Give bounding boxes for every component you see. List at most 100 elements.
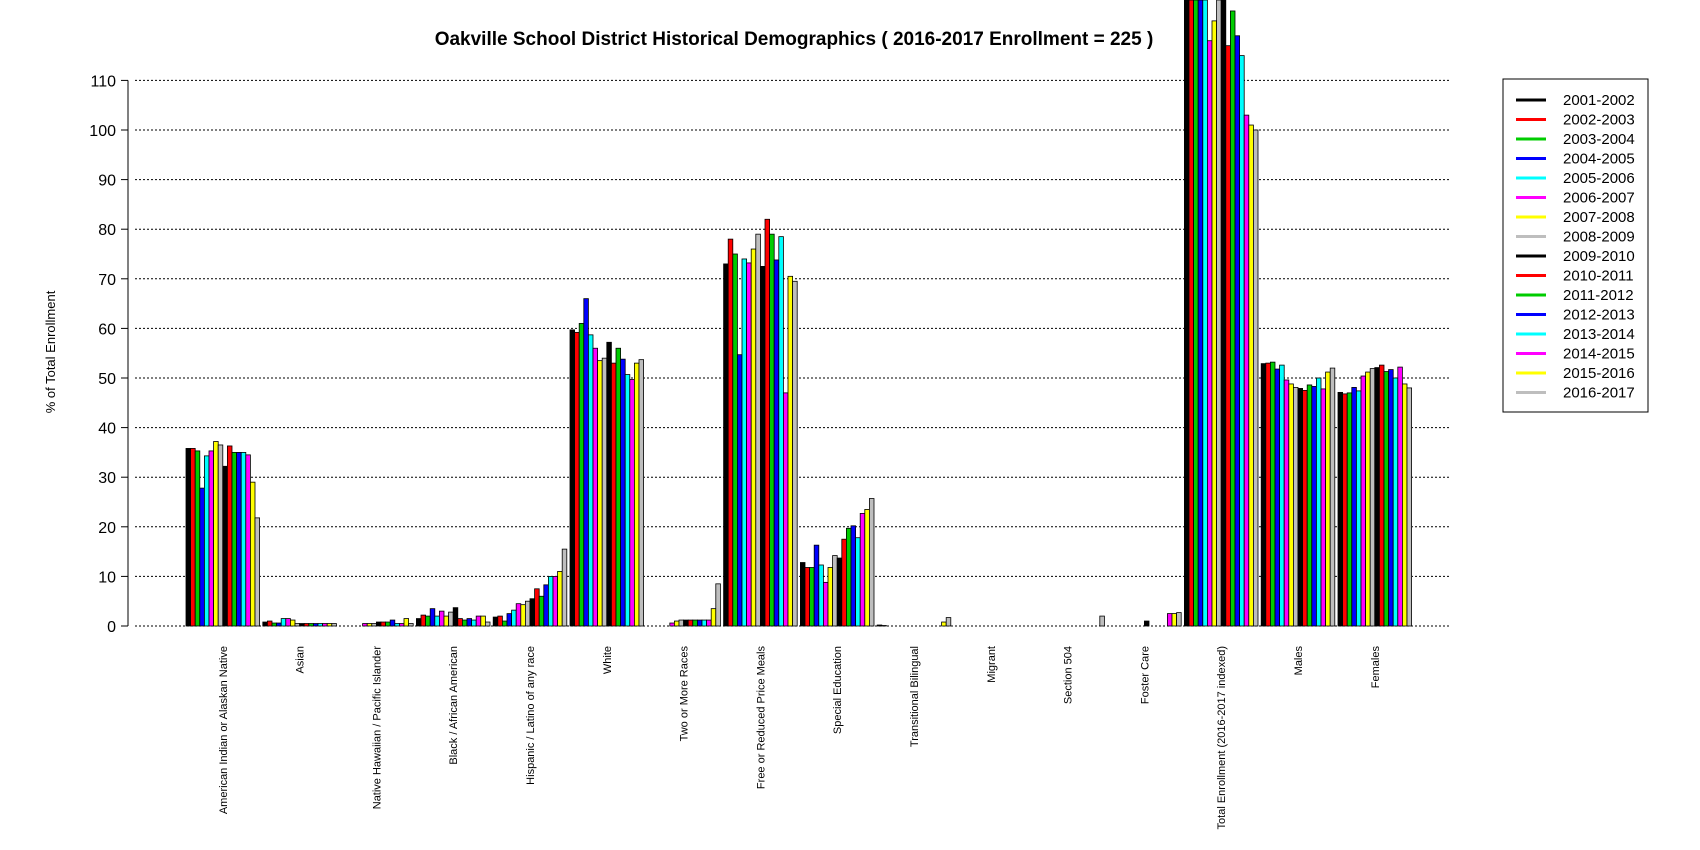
category-label: Special Education (832, 646, 844, 734)
bar (466, 618, 472, 627)
bar (701, 619, 707, 627)
bar (1193, 0, 1199, 627)
bar (597, 360, 603, 627)
bar (492, 616, 499, 627)
bar (687, 619, 694, 627)
bar (1320, 388, 1326, 627)
bar (669, 622, 675, 627)
bar (420, 614, 426, 627)
bar (755, 233, 761, 627)
category-label: Hispanic / Latino of any race (525, 646, 537, 785)
bar (552, 576, 558, 627)
category-label: Migrant (986, 646, 998, 683)
bar (245, 454, 251, 627)
bar (408, 623, 414, 627)
bar (773, 259, 780, 627)
bar (236, 451, 242, 627)
bar (615, 347, 621, 627)
bar (403, 618, 409, 627)
bar (231, 451, 237, 627)
legend-entry: 2010-2011 (1563, 268, 1634, 285)
bar (501, 620, 508, 627)
bar (876, 624, 883, 627)
bar (520, 604, 526, 627)
bar (1356, 390, 1362, 627)
bar (375, 621, 382, 627)
legend-entry: 2007-2008 (1563, 209, 1635, 226)
y-tick-label: 80 (98, 222, 116, 239)
y-tick-label: 90 (98, 173, 116, 190)
bar (1369, 368, 1376, 627)
legend-entry: 2001-2002 (1563, 92, 1635, 109)
bar (727, 238, 734, 627)
bar (881, 625, 887, 627)
bar (1329, 367, 1336, 627)
bar (1365, 371, 1371, 627)
bar (869, 498, 875, 627)
bar (823, 581, 829, 627)
bar (1248, 124, 1254, 627)
bar (557, 571, 563, 627)
bar (859, 513, 866, 627)
y-tick-label: 50 (98, 371, 116, 388)
legend-box (1502, 78, 1649, 413)
bar (611, 362, 617, 627)
legend-entry: 2005-2006 (1563, 170, 1635, 187)
bar (222, 465, 228, 627)
bar (1325, 371, 1331, 627)
bar (415, 618, 422, 627)
bar (548, 576, 554, 627)
bar (1346, 392, 1353, 627)
bar (683, 619, 689, 627)
bar (1270, 361, 1276, 627)
bar (1207, 40, 1213, 627)
y-tick-label: 110 (90, 73, 116, 90)
bar (697, 619, 703, 627)
bar (818, 564, 824, 627)
chart-title: Oakville School District Historical Demo… (435, 29, 1154, 50)
bar (1253, 129, 1259, 627)
bar (429, 608, 436, 627)
bar (1274, 368, 1280, 627)
bar (678, 619, 684, 627)
bar (1144, 620, 1150, 627)
category-label: Asian (295, 646, 307, 674)
bar (1293, 387, 1299, 627)
bar (1239, 55, 1245, 627)
bar (1260, 363, 1267, 627)
bar (262, 621, 268, 627)
bar (1297, 388, 1303, 627)
bar (280, 618, 287, 627)
bar (1099, 615, 1105, 627)
bar (1342, 393, 1348, 627)
category-label: Two or More Races (679, 646, 691, 742)
bar (285, 618, 291, 627)
y-tick-label: 100 (89, 123, 116, 140)
bar (601, 357, 608, 627)
bar (529, 598, 535, 627)
bar (203, 455, 210, 627)
bar (308, 623, 314, 627)
bar (1176, 612, 1182, 627)
category-label: Section 504 (1063, 646, 1075, 704)
bar (312, 623, 319, 627)
y-tick-label: 70 (98, 272, 116, 289)
bar (457, 618, 463, 627)
bar (1302, 389, 1308, 627)
category-label: White (602, 646, 614, 674)
bar (1406, 387, 1412, 627)
bar (199, 487, 205, 627)
bar (1211, 20, 1217, 627)
bar (213, 441, 219, 627)
bar (389, 619, 396, 627)
legend-entry: 2012-2013 (1563, 307, 1635, 324)
bar (1311, 386, 1317, 627)
category-label: Males (1293, 646, 1305, 676)
bar (578, 323, 585, 627)
bar (809, 567, 815, 627)
legend-entry: 2013-2014 (1563, 326, 1635, 343)
bar (638, 359, 644, 627)
bar (706, 619, 712, 627)
bar (855, 537, 861, 627)
legend-entry: 2016-2017 (1563, 385, 1635, 402)
